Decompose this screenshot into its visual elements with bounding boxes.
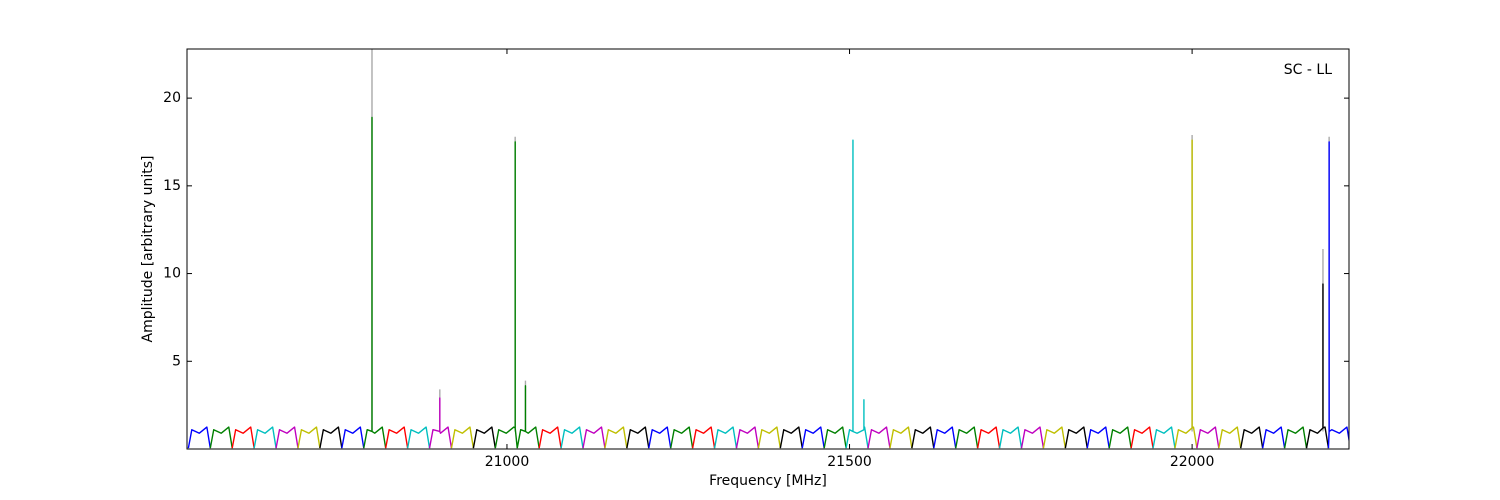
spectrum-line (648, 426, 672, 449)
x-tick-label: 22000 (1170, 454, 1215, 470)
y-tick-label: 15 (163, 178, 181, 194)
spectrum-line (1064, 426, 1088, 449)
spectrum-line (494, 141, 518, 449)
spectrum-line (297, 426, 321, 449)
spectrum-line (911, 426, 935, 449)
spectrum-line (626, 426, 650, 449)
spectrum-line (582, 426, 606, 449)
spectrum-line (1196, 426, 1220, 449)
spectrum-line (560, 426, 584, 449)
spectrum-line (275, 426, 299, 449)
y-tick-label: 5 (172, 353, 181, 369)
spectrum-line (385, 426, 409, 449)
spectrum-line (1174, 139, 1198, 449)
spectrum-line (538, 426, 562, 449)
spectrum-line (845, 139, 869, 449)
plot-lines (187, 49, 1349, 449)
x-tick-label: 21500 (827, 454, 872, 470)
spectrum-line (406, 426, 431, 449)
annotation: SC - LL (1284, 62, 1332, 78)
y-tick-label: 20 (163, 90, 181, 106)
spectrum-line (187, 426, 211, 449)
y-tick-label: 10 (163, 266, 181, 282)
spectrum-line (516, 385, 540, 449)
spectrum-line (450, 426, 475, 449)
spectrum-line (604, 426, 628, 449)
spectrum-line (670, 426, 694, 449)
spectrum-line (1152, 426, 1176, 449)
x-axis-label: Frequency [MHz] (709, 473, 827, 489)
spectrum-line (1261, 426, 1286, 449)
spectrum-line (1327, 141, 1349, 449)
spectrum-line (757, 426, 782, 449)
y-axis-label: Amplitude [arbitrary units] (140, 156, 156, 343)
spectrum-line (976, 426, 1001, 449)
spectrum-line (319, 426, 343, 449)
spectrum-line (472, 426, 497, 449)
spectrum-line (1108, 426, 1132, 449)
spectrum-line (341, 426, 365, 449)
spectrum-line (209, 426, 233, 449)
spectrum-line (713, 426, 738, 449)
spectrum-line (428, 397, 453, 449)
spectrum-line (691, 426, 716, 449)
spectrum-line (735, 426, 760, 449)
spectrum-line (231, 426, 255, 449)
x-tick-label: 21000 (485, 454, 530, 470)
spectrum-line (998, 426, 1023, 449)
spectrum-line (1218, 426, 1242, 449)
spectrum-line (1130, 426, 1154, 449)
spectrum-line (867, 426, 891, 449)
spectrum-line (779, 426, 803, 449)
spectrum-line (1020, 426, 1045, 449)
spectrum-line (253, 426, 277, 449)
spectrum-line (1283, 426, 1308, 449)
spectrum-line (1042, 426, 1067, 449)
spectrum-line (933, 426, 957, 449)
spectrum-line (1240, 426, 1264, 449)
spectrum-line (1305, 283, 1330, 449)
plot-frame (186, 48, 1350, 450)
spectrum-line (955, 426, 979, 449)
spectrum-line (801, 426, 825, 449)
spectrum-line (363, 116, 387, 449)
spectrum-line (889, 426, 913, 449)
spectrum-line (1086, 426, 1110, 449)
spectrum-line (823, 426, 847, 449)
